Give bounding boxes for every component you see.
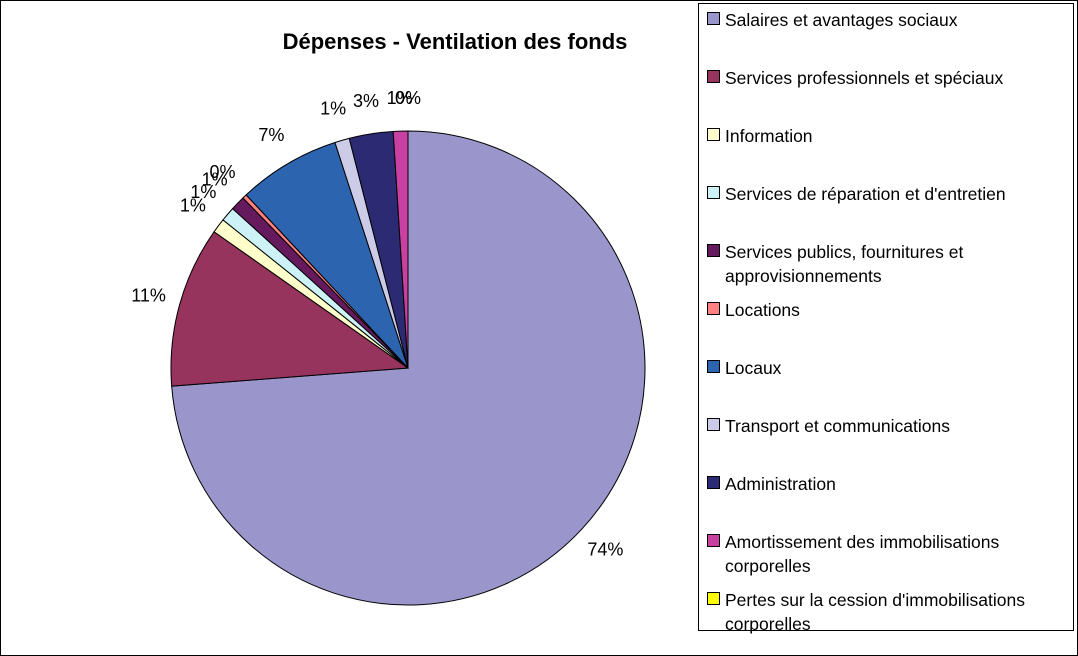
legend-item: Amortissement des immobilisations corpor…	[707, 530, 1069, 578]
legend-label: Services de réparation et d'entretien	[725, 184, 1006, 204]
chart-title: Dépenses - Ventilation des fonds	[283, 29, 628, 54]
legend-label: Amortissement des immobilisations corpor…	[725, 532, 1000, 576]
legend-swatch	[707, 418, 720, 431]
legend-item: Administration	[707, 472, 1069, 496]
data-label: 1%	[190, 182, 216, 202]
legend-swatch	[707, 244, 720, 257]
data-label: 7%	[258, 125, 284, 145]
data-label: 1%	[320, 98, 346, 118]
legend-label: Services professionnels et spéciaux	[725, 68, 1004, 88]
legend-label: Administration	[725, 474, 836, 494]
data-label: 1%	[180, 195, 206, 215]
data-label: 0%	[209, 162, 235, 182]
legend-swatch	[707, 360, 720, 373]
legend-swatch	[707, 70, 720, 83]
legend-swatch	[707, 302, 720, 315]
legend-item: Services professionnels et spéciaux	[707, 66, 1069, 90]
data-label: 3%	[353, 91, 379, 111]
legend-item: Services publics, fournitures et approvi…	[707, 240, 1069, 288]
data-label: 1%	[202, 170, 228, 190]
legend-swatch	[707, 186, 720, 199]
data-label: 0%	[395, 88, 421, 108]
legend-swatch	[707, 534, 720, 547]
data-label: 74%	[587, 540, 623, 560]
legend-label: Pertes sur la cession d'immobilisations …	[725, 590, 1025, 634]
data-label: 11%	[131, 286, 166, 306]
legend-label: Locaux	[725, 358, 782, 378]
legend-item: Salaires et avantages sociaux	[707, 8, 1069, 32]
legend-swatch	[707, 592, 720, 605]
legend-item: Information	[707, 124, 1069, 148]
legend-item: Services de réparation et d'entretien	[707, 182, 1069, 206]
legend-label: Locations	[725, 300, 800, 320]
legend-swatch	[707, 128, 720, 141]
legend-label: Information	[725, 126, 813, 146]
legend-swatch	[707, 12, 720, 25]
data-label: 1%	[387, 88, 413, 108]
legend-label: Salaires et avantages sociaux	[725, 10, 958, 30]
legend: Salaires et avantages sociaux Services pr…	[698, 3, 1074, 634]
legend-item: Pertes sur la cession d'immobilisations …	[707, 588, 1069, 636]
legend-label: Transport et communications	[725, 416, 950, 436]
legend-item: Locaux	[707, 356, 1069, 380]
pie-slice	[170, 231, 410, 387]
pie-slice	[245, 141, 409, 369]
legend-item: Locations	[707, 298, 1069, 322]
legend-swatch	[707, 476, 720, 489]
legend-label: Services publics, fournitures et approvi…	[725, 242, 964, 286]
legend-item: Transport et communications	[707, 414, 1069, 438]
